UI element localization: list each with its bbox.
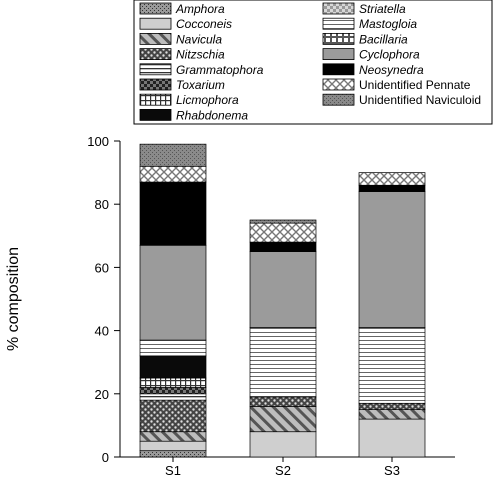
bar-segment-s1-cyclophora bbox=[139, 244, 207, 341]
legend-label-unidentified-pennate: Unidentified Pennate bbox=[359, 78, 471, 92]
legend-label-striatella: Striatella bbox=[359, 2, 406, 16]
bar-segment-s3-neosynedra bbox=[358, 184, 426, 192]
legend-swatch-striatella bbox=[322, 2, 355, 15]
y-tick-label: 40 bbox=[95, 324, 109, 339]
x-tick-label-s2: S2 bbox=[275, 463, 291, 478]
bar-segment-s2-cyclophora bbox=[249, 251, 317, 328]
x-ticks: S1 S2 S3 bbox=[165, 457, 400, 478]
legend-label-unidentified-naviculoid: Unidentified Naviculoid bbox=[359, 93, 481, 107]
bar-segment-s2-neosynedra bbox=[249, 241, 317, 252]
legend-swatch-licmophora bbox=[139, 93, 172, 106]
bar-segment-s1-mastogloia bbox=[139, 339, 207, 357]
legend-swatch-navicula bbox=[139, 33, 172, 45]
bar-segment-s3-nitzschia bbox=[358, 402, 426, 410]
y-tick-label: 0 bbox=[102, 450, 109, 465]
legend-swatch-mastogloia bbox=[322, 17, 355, 30]
legend-swatch-neosynedra bbox=[322, 63, 355, 76]
bar-segment-s1-toxarium bbox=[139, 387, 207, 395]
bar-segment-s1-navicula bbox=[139, 431, 207, 442]
bar-segment-s3-unidentified-pennate bbox=[358, 172, 426, 186]
legend-label-rhabdonema: Rhabdonema bbox=[176, 108, 248, 122]
legend-swatch-toxarium bbox=[139, 78, 172, 91]
legend-label-cocconeis: Cocconeis bbox=[176, 17, 232, 31]
legend-label-cyclophora: Cyclophora bbox=[359, 48, 420, 62]
bar-segment-s1-cocconeis bbox=[139, 440, 207, 452]
y-tick-label: 20 bbox=[95, 387, 109, 402]
bar-segment-s2-unidentified-naviculoid bbox=[249, 219, 317, 224]
legend-label-toxarium: Toxarium bbox=[176, 78, 225, 92]
legend-swatch-cocconeis bbox=[139, 17, 172, 30]
legend-swatch-unidentified-pennate bbox=[322, 78, 355, 91]
bar-segment-s2-nitzschia bbox=[249, 396, 317, 407]
bar-segment-s2-navicula bbox=[249, 406, 317, 433]
legend-label-bacillaria: Bacillaria bbox=[359, 32, 408, 46]
bar-segment-s3-navicula bbox=[358, 409, 426, 420]
bar-segment-s2-mastogloia bbox=[249, 327, 317, 398]
bar-segment-s1-unidentified-naviculoid bbox=[139, 143, 207, 167]
bar-segment-s1-grammatophora bbox=[139, 393, 207, 401]
legend-swatch-unidentified-naviculoid bbox=[322, 93, 355, 106]
bar-segment-s3-cocconeis bbox=[358, 418, 426, 458]
y-ticks: 0 20 40 60 80 100 bbox=[87, 134, 120, 465]
bar-segment-s1-rhabdonema bbox=[139, 355, 207, 379]
legend-swatch-rhabdonema bbox=[139, 109, 172, 121]
legend-label-grammatophora: Grammatophora bbox=[176, 63, 264, 77]
legend-swatch-amphora bbox=[139, 2, 172, 15]
bar-segment-s1-unidentified-pennate bbox=[139, 165, 207, 183]
bar-segment-s1-licmophora bbox=[139, 377, 207, 388]
y-tick-label: 100 bbox=[87, 134, 109, 149]
x-tick-label-s1: S1 bbox=[165, 463, 181, 478]
legend-label-amphora: Amphora bbox=[175, 2, 225, 16]
bar-segment-s3-cyclophora bbox=[358, 191, 426, 328]
y-tick-label: 60 bbox=[95, 260, 109, 275]
legend-swatch-cyclophora bbox=[322, 48, 355, 60]
bars bbox=[139, 143, 426, 458]
legend-swatch-grammatophora bbox=[139, 63, 172, 76]
bar-segment-s2-cocconeis bbox=[249, 431, 317, 458]
x-tick-label-s3: S3 bbox=[384, 463, 400, 478]
legend-label-mastogloia: Mastogloia bbox=[359, 17, 417, 31]
bar-segment-s3-mastogloia bbox=[358, 327, 426, 404]
legend-swatch-bacillaria bbox=[322, 33, 355, 45]
legend-label-navicula: Navicula bbox=[176, 32, 222, 46]
bar-segment-s1-nitzschia bbox=[139, 399, 207, 433]
legend-label-licmophora: Licmophora bbox=[176, 93, 239, 107]
legend-label-nitzschia: Nitzschia bbox=[176, 48, 225, 62]
bar-segment-s1-amphora bbox=[139, 450, 207, 458]
legend-label-neosynedra: Neosynedra bbox=[359, 63, 424, 77]
legend-frame bbox=[133, 0, 493, 125]
y-axis-title: % composition bbox=[5, 247, 22, 351]
legend-swatch-nitzschia bbox=[139, 48, 172, 60]
bar-segment-s1-neosynedra bbox=[139, 181, 207, 246]
bar-segment-s2-unidentified-pennate bbox=[249, 222, 317, 243]
y-tick-label: 80 bbox=[95, 197, 109, 212]
